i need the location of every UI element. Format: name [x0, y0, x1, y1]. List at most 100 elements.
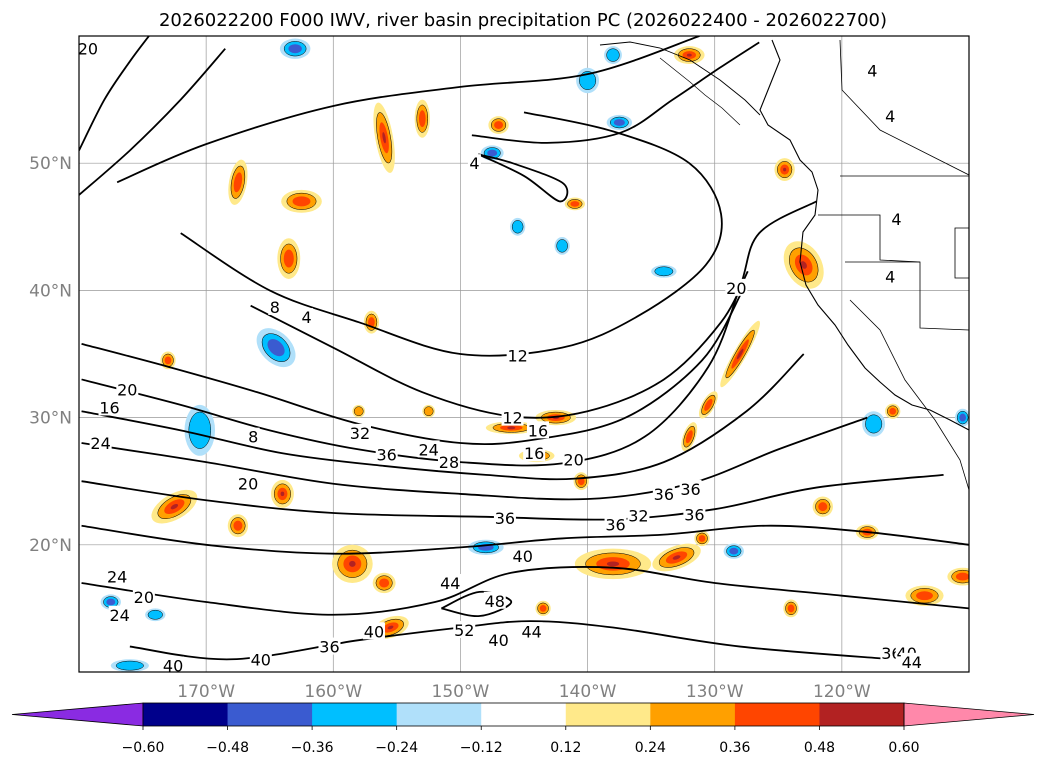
- contour-label: 20: [117, 381, 137, 400]
- contour-label: 36: [654, 485, 674, 504]
- iwv-contour-48: [440, 590, 513, 617]
- colorbar-tick-label: 0.60: [888, 740, 919, 756]
- contour-label: 40: [364, 622, 384, 641]
- contour-label-bg: [652, 484, 675, 502]
- iwv-contour-20-west: [79, 36, 150, 151]
- contour-label-bg: [453, 621, 476, 639]
- lon-tick-label: 120°W: [813, 682, 871, 702]
- precip-anomaly-blob: [955, 408, 969, 427]
- lon-tick-label: 150°W: [432, 682, 490, 702]
- contour-label-bg: [679, 479, 702, 497]
- contour-label: 4: [301, 308, 311, 327]
- contour-label-bg: [439, 573, 462, 591]
- contour-label: 4: [469, 154, 479, 173]
- contour-label: 4: [885, 107, 895, 126]
- lon-tick-label: 160°W: [304, 682, 362, 702]
- lat-tick-label: 20°N: [29, 536, 72, 556]
- contour-label: 40: [488, 631, 508, 650]
- iwv-contour-4-north: [471, 41, 760, 144]
- contour-label-bg: [417, 440, 440, 458]
- map-frame: [78, 35, 970, 673]
- contour-label: 4: [885, 267, 895, 286]
- contour-label: 36: [605, 515, 625, 534]
- precipitation-pc-shading: [100, 38, 969, 672]
- contour-label: 40: [513, 547, 533, 566]
- colorbar-box: [481, 703, 567, 726]
- latitude-labels: 50°N 40°N 30°N 20°N: [29, 154, 72, 556]
- contour-label-bg: [375, 445, 398, 463]
- contour-label: 24: [110, 606, 130, 625]
- contour-label-bg: [683, 505, 706, 523]
- precip-anomaly-blob: [604, 46, 622, 64]
- precip-anomaly-blob: [885, 403, 901, 419]
- contour-label: 52: [454, 621, 474, 640]
- iwv-contour-16: [81, 289, 744, 446]
- contour-label: 20: [134, 588, 154, 607]
- colorbar-box: [227, 703, 313, 726]
- contour-label-bg: [108, 605, 131, 623]
- contour-label-bg: [501, 408, 524, 426]
- precip-anomaly-blob: [535, 600, 551, 617]
- contour-label: 40: [251, 650, 271, 669]
- contour-label-bg: [348, 423, 371, 441]
- colorbar-box: [650, 703, 736, 726]
- map-title: 2026022200 F000 IWV, river basin precipi…: [159, 10, 887, 31]
- precip-anomaly-blob: [145, 608, 166, 622]
- contour-label-bg: [520, 622, 543, 640]
- contour-label: 8: [270, 298, 280, 317]
- precip-anomaly-blob: [947, 567, 969, 586]
- precip-anomaly-blob: [694, 530, 710, 547]
- contour-label-bg: [89, 434, 112, 452]
- colorbar-tick-label: 0.24: [635, 740, 666, 756]
- contour-label: 20: [238, 475, 258, 494]
- contour-label-bg: [467, 154, 481, 172]
- contour-label-bg: [725, 278, 748, 296]
- precip-anomaly-blob: [652, 543, 701, 572]
- colorbar-box: [312, 703, 398, 726]
- contour-label-bg: [487, 631, 510, 649]
- lat-tick-label: 50°N: [29, 154, 72, 174]
- contour-label-bg: [132, 587, 155, 605]
- contour-label: 24: [107, 568, 127, 587]
- contour-label: 32: [628, 507, 648, 526]
- precip-anomaly-blob: [576, 67, 600, 94]
- colorbar-tick-label: −0.12: [460, 740, 503, 756]
- longitude-labels: 170°W 160°W 150°W 140°W 130°W 120°W: [177, 682, 871, 702]
- contour-label: 36: [680, 480, 700, 499]
- colorbar-tick-label: −0.60: [122, 740, 165, 756]
- contour-label-bg: [883, 267, 897, 285]
- precip-anomaly-blob: [488, 116, 509, 134]
- iwv-contour-36: [81, 524, 969, 555]
- contour-label: 8: [248, 428, 258, 447]
- colorbar: −0.60 −0.48 −0.36 −0.24 −0.12 0.12 0.24 0.36 0.4…: [11, 702, 1035, 756]
- lat-tick-label: 40°N: [29, 281, 72, 301]
- contour-label: 36: [495, 509, 515, 528]
- precip-anomaly-blob: [352, 404, 366, 418]
- contour-label-bg: [523, 444, 546, 462]
- precip-anomaly-blob: [905, 585, 944, 606]
- contour-label-bg: [526, 421, 549, 439]
- contour-label: 20: [726, 279, 746, 298]
- precip-anomaly-blob: [723, 543, 744, 559]
- precip-anomaly-blob: [720, 320, 761, 388]
- contour-label-bg: [106, 567, 129, 585]
- precip-anomaly-blob: [468, 539, 504, 555]
- contour-label: 4: [891, 210, 901, 229]
- precip-anomaly-blob: [651, 264, 677, 278]
- contour-label: 12: [502, 409, 522, 428]
- contour-label: 36: [684, 505, 704, 524]
- contour-label: 44: [521, 622, 541, 641]
- colorbar-box: [565, 703, 651, 726]
- iwv-contour-44: [129, 620, 893, 661]
- precip-anomaly-blob: [855, 524, 879, 540]
- contour-label-bg: [437, 453, 460, 471]
- contour-label-bg: [562, 450, 585, 468]
- precip-anomaly-blob: [812, 496, 833, 517]
- contour-label-bg: [362, 622, 385, 640]
- precip-anomaly-blob: [363, 310, 380, 334]
- precip-anomaly-blob: [510, 217, 526, 236]
- contour-label-bg: [318, 637, 341, 655]
- contour-label-bg: [249, 650, 272, 668]
